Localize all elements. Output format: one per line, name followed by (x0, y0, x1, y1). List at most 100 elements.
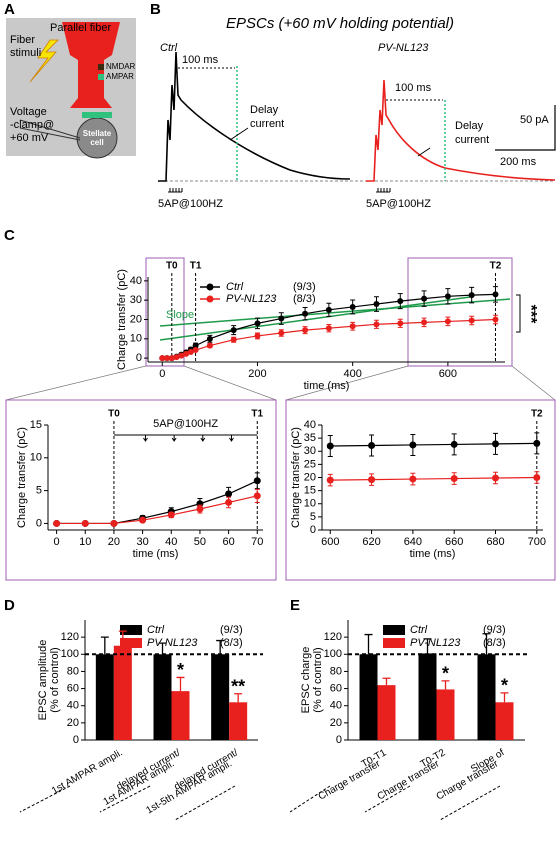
y-tick-label: 40 (67, 700, 79, 712)
significance: ** (231, 676, 245, 696)
ctrl-trace (158, 51, 351, 182)
point (206, 335, 213, 342)
label: NMDAR (106, 62, 136, 71)
bar (477, 654, 496, 740)
x-tick-label: Charge transfer (376, 758, 442, 803)
legend-swatch (120, 625, 142, 635)
y-axis-label: Charge transfer (pC) (290, 427, 302, 528)
bar (211, 654, 230, 740)
point (533, 474, 541, 481)
bar (377, 685, 396, 740)
legend-swatch (383, 638, 405, 648)
legend-label: PV-NL123 (147, 637, 198, 649)
point (167, 511, 175, 519)
stim-arrow (200, 435, 206, 442)
point (254, 320, 261, 327)
x-tick-label: 20 (108, 536, 120, 548)
label: Parallel fiber (50, 22, 111, 34)
point (368, 476, 376, 484)
point (491, 474, 499, 482)
point (492, 291, 499, 298)
lightning (29, 39, 59, 83)
series-line (56, 495, 258, 525)
point (302, 310, 309, 317)
bar (495, 702, 514, 740)
point (373, 321, 380, 328)
point (225, 490, 233, 498)
legend-swatch (120, 638, 142, 648)
point (450, 440, 458, 448)
point (278, 315, 285, 322)
point (110, 519, 118, 527)
label: 200 ms (500, 156, 537, 168)
y-tick-label: 15 (304, 485, 316, 497)
y-axis-label: EPSC amplitude (37, 640, 49, 721)
y-tick-label: 100 (324, 648, 342, 660)
series-line (330, 442, 537, 447)
point (253, 492, 261, 500)
error-bar (500, 692, 509, 703)
slope-line (159, 298, 511, 327)
label: 100 ms (395, 82, 432, 94)
y-tick-label: 20 (130, 313, 142, 325)
trace-label: Ctrl (160, 42, 178, 54)
x-tick-label: 700 (528, 536, 546, 548)
point (491, 440, 499, 448)
point (230, 327, 237, 334)
error-bar (423, 638, 432, 654)
y-tick-label: 15 (30, 419, 42, 431)
label: -clamp@ (10, 119, 54, 131)
y-tick-label: 35 (304, 432, 316, 444)
legend-label: PV-NL123 (410, 637, 461, 649)
marker-label: T0 (166, 261, 178, 272)
point (492, 316, 499, 323)
marker-label: T2 (531, 409, 543, 420)
point (397, 320, 404, 327)
y-tick-label: 20 (330, 717, 342, 729)
point (159, 355, 166, 362)
nmdar-swatch (98, 64, 104, 70)
stim-arrow (143, 435, 148, 442)
error-bar (158, 642, 167, 655)
error-bar (364, 633, 373, 655)
legend-count: (8/3) (293, 293, 316, 305)
y-tick-label: 120 (324, 631, 342, 643)
bar (95, 654, 114, 740)
pipette (19, 119, 81, 141)
marker-label: T1 (190, 261, 202, 272)
y-axis-label: Charge transfer (pC) (16, 427, 28, 528)
point (168, 355, 175, 362)
point (349, 323, 356, 330)
x-tick-label: 400 (344, 368, 362, 380)
label: +60 mV (10, 132, 49, 144)
point (187, 348, 194, 355)
inset-frame (5, 399, 277, 581)
y-tick-label: 60 (67, 682, 79, 694)
label: stimuli (10, 47, 41, 59)
stim-arrow (229, 435, 234, 442)
x-tick-label: 0 (54, 536, 60, 548)
legend-marker (206, 295, 214, 303)
label: 5AP@100HZ (158, 198, 223, 210)
zoom-box (407, 257, 513, 367)
y-tick-label: 25 (304, 458, 316, 470)
y-tick-label: 10 (130, 333, 142, 345)
x-tick-label: 70 (251, 536, 263, 548)
x-tick-label: 40 (165, 536, 177, 548)
x-axis-label: time (ms) (133, 548, 179, 560)
x-tick-label: 10 (79, 536, 91, 548)
y-tick-label: 20 (67, 717, 79, 729)
annotation: Slope (166, 309, 194, 321)
y-tick-label: 0 (336, 734, 342, 746)
y-tick-label: 30 (130, 294, 142, 306)
bar (171, 691, 190, 740)
point (349, 303, 356, 310)
x-tick-label: 620 (362, 536, 380, 548)
point (278, 330, 285, 337)
legend-count: (8/3) (220, 637, 243, 649)
bar (153, 654, 172, 740)
error-bar (482, 633, 491, 655)
trace-label: PV-NL123 (378, 42, 429, 54)
y-tick-label: 5 (36, 485, 42, 497)
